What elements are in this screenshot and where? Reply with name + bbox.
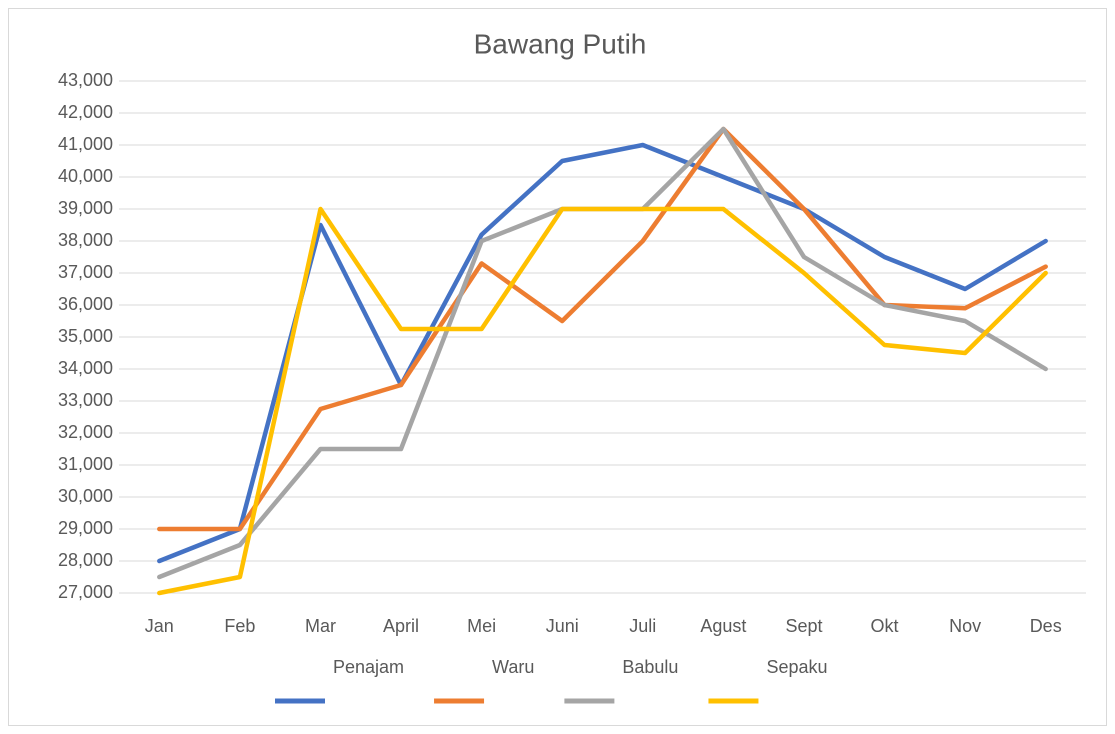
legend-label: Penajam [333,657,404,677]
y-tick-label: 34,000 [58,358,113,378]
y-tick-label: 35,000 [58,326,113,346]
y-tick-label: 36,000 [58,294,113,314]
x-tick-label: Mar [305,616,336,636]
y-tick-label: 29,000 [58,518,113,538]
series-line [157,206,1048,596]
y-tick-label: 31,000 [58,454,113,474]
x-tick-label: April [383,616,419,636]
y-tick-label: 32,000 [58,422,113,442]
x-tick-label: Agust [700,616,746,636]
legend-label: Babulu [622,657,678,677]
x-tick-label: Juli [629,616,656,636]
y-tick-label: 40,000 [58,166,113,186]
y-tick-label: 27,000 [58,582,113,602]
x-tick-label: Sept [785,616,822,636]
x-tick-label: Des [1030,616,1062,636]
chart-border [8,8,1107,726]
y-tick-label: 39,000 [58,198,113,218]
legend-label: Sepaku [766,657,827,677]
chart-title: Bawang Putih [474,28,647,59]
x-tick-label: Okt [871,616,899,636]
y-tick-label: 37,000 [58,262,113,282]
y-tick-label: 30,000 [58,486,113,506]
x-tick-label: Nov [949,616,981,636]
y-tick-label: 43,000 [58,70,113,90]
y-tick-label: 33,000 [58,390,113,410]
y-tick-label: 42,000 [58,102,113,122]
y-tick-label: 41,000 [58,134,113,154]
x-tick-label: Feb [224,616,255,636]
y-tick-label: 28,000 [58,550,113,570]
x-tick-label: Mei [467,616,496,636]
x-tick-label: Jan [145,616,174,636]
legend-label: Waru [492,657,534,677]
y-tick-label: 38,000 [58,230,113,250]
x-tick-label: Juni [546,616,579,636]
